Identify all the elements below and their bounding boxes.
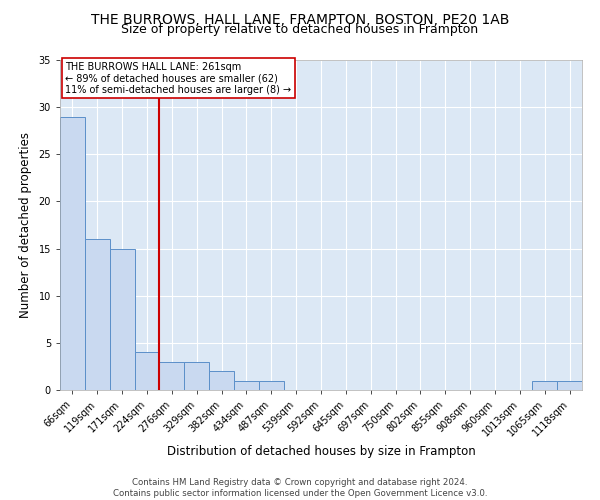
Text: THE BURROWS HALL LANE: 261sqm
← 89% of detached houses are smaller (62)
11% of s: THE BURROWS HALL LANE: 261sqm ← 89% of d… xyxy=(65,62,292,95)
Text: Size of property relative to detached houses in Frampton: Size of property relative to detached ho… xyxy=(121,22,479,36)
Bar xyxy=(85,239,110,390)
Bar xyxy=(60,116,85,390)
Bar xyxy=(110,248,134,390)
Bar xyxy=(134,352,160,390)
Bar xyxy=(160,362,184,390)
Text: THE BURROWS, HALL LANE, FRAMPTON, BOSTON, PE20 1AB: THE BURROWS, HALL LANE, FRAMPTON, BOSTON… xyxy=(91,12,509,26)
X-axis label: Distribution of detached houses by size in Frampton: Distribution of detached houses by size … xyxy=(167,445,475,458)
Bar xyxy=(557,380,582,390)
Bar xyxy=(259,380,284,390)
Bar xyxy=(184,362,209,390)
Bar xyxy=(234,380,259,390)
Bar xyxy=(209,371,234,390)
Text: Contains HM Land Registry data © Crown copyright and database right 2024.
Contai: Contains HM Land Registry data © Crown c… xyxy=(113,478,487,498)
Bar xyxy=(532,380,557,390)
Y-axis label: Number of detached properties: Number of detached properties xyxy=(19,132,32,318)
